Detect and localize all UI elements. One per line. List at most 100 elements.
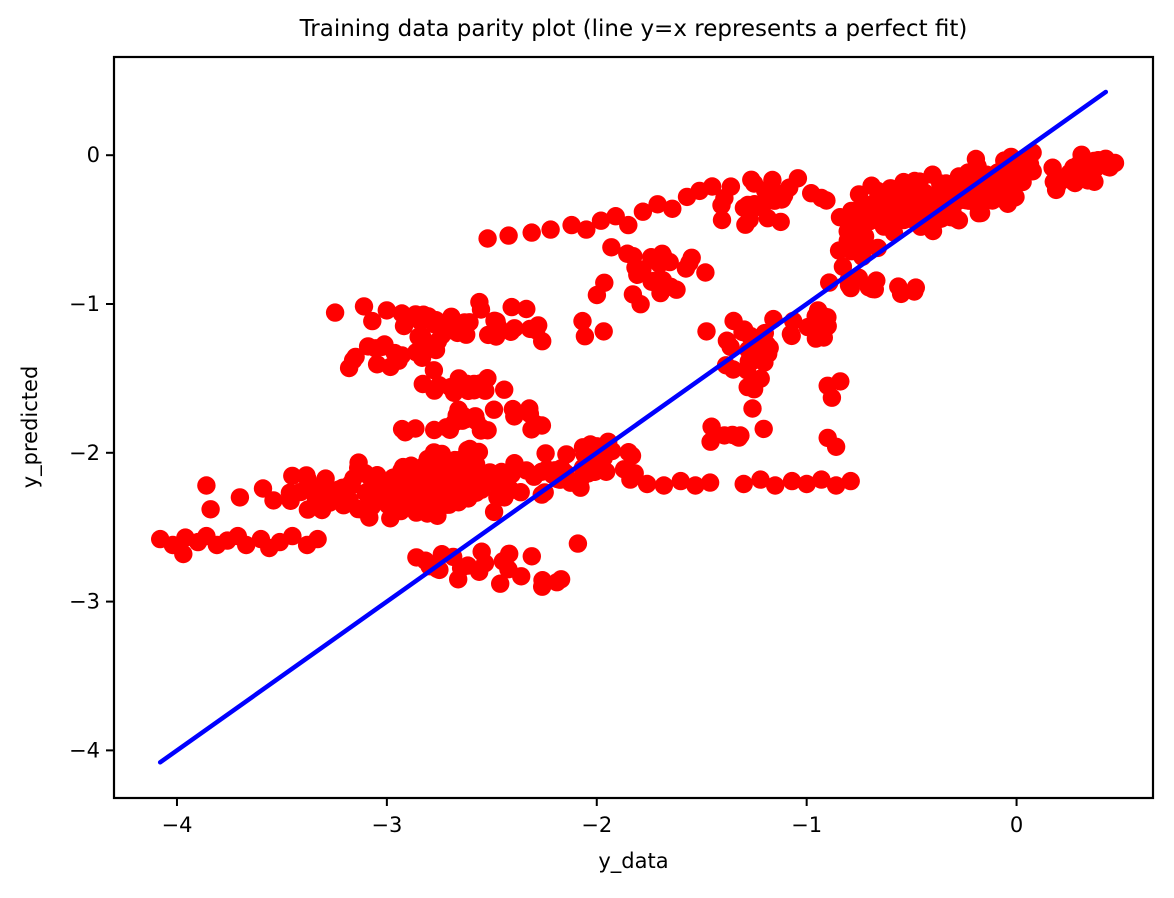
scatter-point xyxy=(264,491,283,510)
scatter-point xyxy=(754,419,773,439)
scatter-point xyxy=(751,470,770,489)
scatter-point xyxy=(745,375,764,394)
scatter-point xyxy=(505,319,524,338)
scatter-point xyxy=(536,444,555,463)
scatter-point xyxy=(826,476,846,495)
scatter-point xyxy=(755,181,775,200)
scatter-point xyxy=(697,322,716,341)
scatter-point xyxy=(701,432,720,451)
scatter-point xyxy=(686,476,705,495)
scatter-point xyxy=(973,188,992,207)
scatter-point xyxy=(517,299,536,319)
y-tick-label: −1 xyxy=(69,292,100,316)
scatter-point xyxy=(712,210,732,230)
scatter-point xyxy=(696,263,715,282)
scatter-point xyxy=(575,327,595,346)
scatter-point xyxy=(788,169,808,188)
scatter-point xyxy=(812,470,831,489)
scatter-point xyxy=(738,195,757,215)
scatter-point xyxy=(557,445,576,464)
scatter-point xyxy=(766,476,785,495)
scatter-point xyxy=(737,361,757,380)
scatter-point xyxy=(484,400,504,419)
scatter-point xyxy=(654,476,674,495)
scatter-point xyxy=(283,526,302,546)
scatter-point xyxy=(449,493,468,512)
scatter-point xyxy=(449,400,468,419)
scatter-point xyxy=(703,177,722,196)
scatter-point xyxy=(618,244,637,263)
scatter-point xyxy=(671,471,690,491)
scatter-point xyxy=(619,443,638,462)
scatter-point xyxy=(591,460,610,479)
scatter-point xyxy=(700,473,720,492)
y-axis-label: y_predicted xyxy=(18,365,42,489)
x-tick-label: −2 xyxy=(581,813,612,837)
scatter-point xyxy=(1043,158,1062,177)
scatter-point xyxy=(568,534,588,553)
scatter-point xyxy=(325,303,345,322)
scatter-point xyxy=(642,272,661,291)
scatter-point xyxy=(547,573,567,592)
scatter-point xyxy=(600,439,619,458)
scatter-point xyxy=(499,465,518,484)
scatter-point xyxy=(797,474,816,494)
scatter-point xyxy=(581,435,600,454)
scatter-point xyxy=(253,479,273,498)
scatter-point xyxy=(661,277,680,296)
scatter-point xyxy=(830,208,850,227)
scatter-point xyxy=(529,316,548,335)
scatter-point xyxy=(495,488,514,507)
scatter-point xyxy=(896,206,916,226)
scatter-point xyxy=(798,317,818,337)
scatter-point xyxy=(441,467,460,487)
scatter-point xyxy=(533,332,552,351)
scatter-point xyxy=(280,483,300,502)
scatter-point xyxy=(760,338,779,358)
scatter-point xyxy=(782,471,802,491)
scatter-point xyxy=(478,229,497,248)
scatter-point xyxy=(488,317,508,336)
scatter-point xyxy=(602,238,621,257)
scatter-point xyxy=(614,460,634,479)
scatter-point xyxy=(381,471,401,490)
scatter-point xyxy=(721,177,741,196)
scatter-point xyxy=(441,378,460,397)
scatter-point xyxy=(359,482,378,501)
scatter-point xyxy=(363,311,382,331)
scatter-point xyxy=(424,450,443,470)
scatter-point xyxy=(407,548,426,567)
scatter-point xyxy=(736,215,755,234)
scatter-point xyxy=(503,399,523,419)
scatter-point xyxy=(637,474,657,494)
x-tick-label: −4 xyxy=(161,813,192,837)
scatter-point xyxy=(495,380,514,399)
scatter-point xyxy=(491,574,510,593)
scatter-point xyxy=(860,212,879,231)
scatter-point xyxy=(471,418,491,437)
scatter-point xyxy=(808,301,828,320)
scatter-point xyxy=(392,304,412,323)
scatter-point xyxy=(493,552,513,571)
scatter-point xyxy=(201,500,220,519)
scatter-point xyxy=(928,186,948,205)
scatter-point xyxy=(471,300,491,319)
scatter-point xyxy=(594,322,613,341)
scatter-point xyxy=(342,475,361,495)
chart-title: Training data parity plot (line y=x repr… xyxy=(299,16,968,42)
scatter-point xyxy=(642,248,661,267)
scatter-point xyxy=(702,417,721,436)
scatter-point xyxy=(859,278,878,297)
scatter-point xyxy=(831,372,850,391)
scatter-point xyxy=(522,223,541,242)
plot-border xyxy=(112,55,1155,800)
scatter-point xyxy=(309,478,329,497)
y-tick-label: −4 xyxy=(69,738,100,762)
scatter-point xyxy=(475,554,495,573)
axes: −4 −3 −2 −1 0 0 −1 −2 −3 −4 xyxy=(69,55,1155,837)
scatter-point xyxy=(502,297,521,317)
scatter-point xyxy=(631,295,650,314)
scatter-point xyxy=(619,215,638,235)
scatter-point xyxy=(716,356,736,375)
